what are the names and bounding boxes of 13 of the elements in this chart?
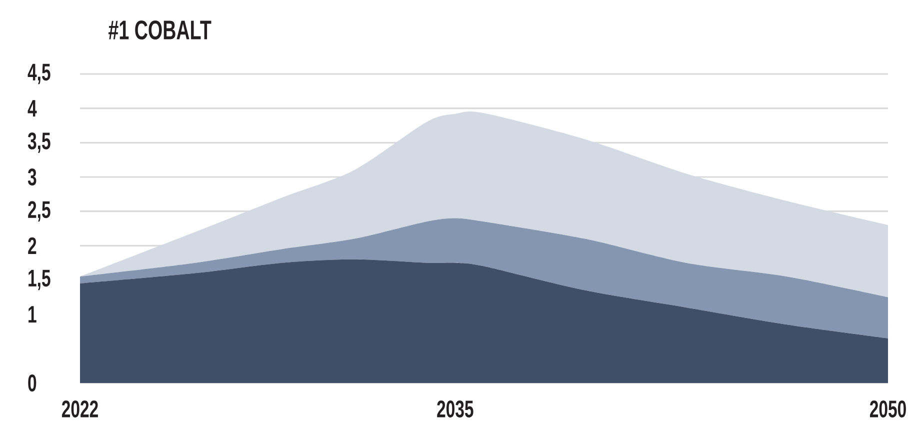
chart-title: #1 COBALT bbox=[108, 20, 212, 40]
y-tick-label: 3 bbox=[28, 168, 36, 186]
x-tick-label: 2022 bbox=[62, 400, 98, 418]
y-tick-label: 4 bbox=[28, 100, 37, 117]
y-tick-label: 2 bbox=[28, 237, 36, 254]
y-tick-label: 0 bbox=[28, 374, 36, 392]
y-tick-label: 2,5 bbox=[28, 201, 50, 222]
y-tick-label: 4,5 bbox=[28, 64, 50, 84]
y-tick-label: 1 bbox=[28, 306, 36, 323]
y-tick-label: 1,5 bbox=[28, 270, 50, 290]
x-tick-label: 2050 bbox=[870, 400, 906, 418]
x-tick-label: 2035 bbox=[437, 400, 474, 418]
y-tick-label: 3,5 bbox=[28, 132, 50, 153]
